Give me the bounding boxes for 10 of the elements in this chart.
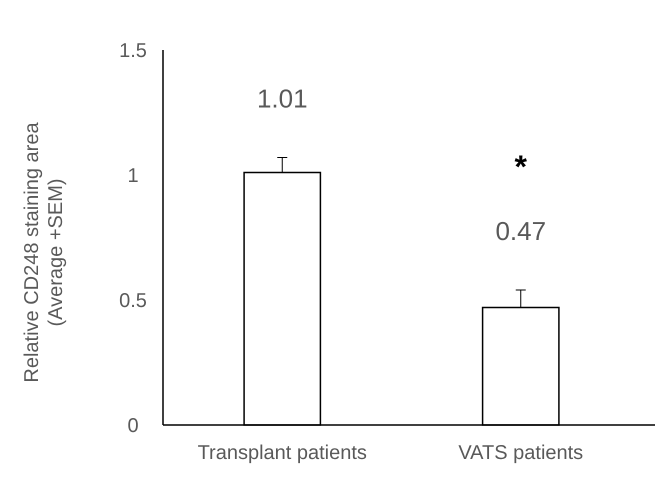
data-label: 1.01 — [256, 84, 308, 114]
y-tick-label: 1 — [127, 165, 139, 187]
annotation: * — [514, 148, 528, 184]
data-label: 0.47 — [495, 216, 546, 246]
x-tick-label: VATS patients — [458, 442, 584, 464]
y-axis-title: Relative CD248 staining area (Average +SEM) — [21, 122, 67, 383]
y-tick-label: 1.5 — [119, 40, 147, 62]
x-tick-label: Transplant patients — [198, 442, 367, 464]
y-tick-label: 0 — [127, 415, 139, 437]
y-tick-label: 0.5 — [119, 290, 147, 312]
